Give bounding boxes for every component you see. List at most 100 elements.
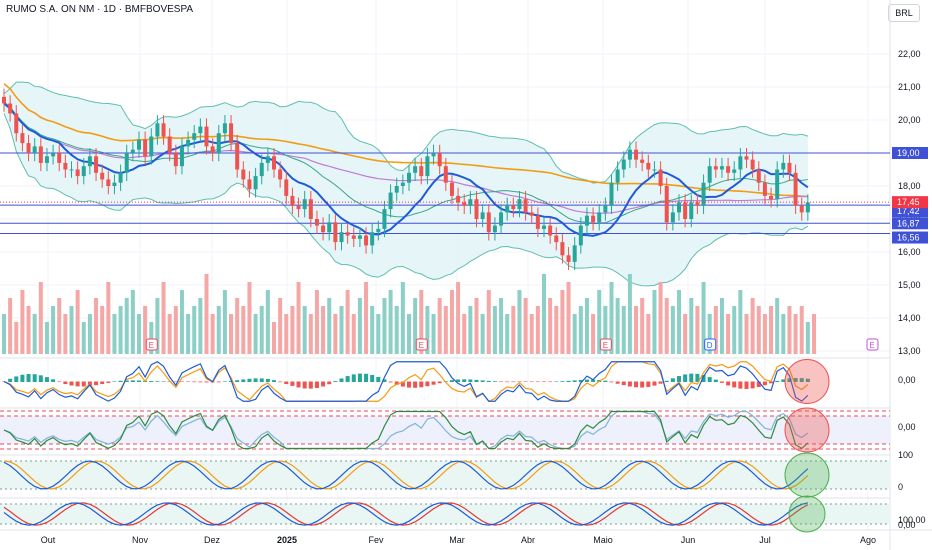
candle — [431, 153, 436, 157]
volume-bar — [394, 306, 399, 354]
volume-bar — [609, 282, 614, 354]
macd-histogram-bar — [456, 379, 461, 382]
macd-histogram-bar — [787, 378, 792, 382]
macd-histogram-bar — [370, 374, 375, 382]
indicator-main-line — [3, 361, 809, 402]
volume-bar — [38, 282, 43, 354]
macd-histogram-bar — [744, 381, 749, 389]
indicator-axis-label: 0,00 — [898, 520, 916, 530]
price-tick-label: 16,00 — [898, 247, 921, 257]
candle — [376, 228, 381, 233]
candle — [609, 182, 614, 206]
macd-histogram-bar — [805, 378, 810, 382]
macd-histogram-bar — [296, 381, 301, 388]
volume-bar — [719, 298, 724, 354]
macd-histogram-bar — [793, 378, 798, 382]
x-tick-label: Jun — [681, 535, 696, 545]
candle — [787, 162, 792, 173]
volume-bar — [186, 314, 191, 354]
macd-histogram-bar — [137, 380, 141, 382]
macd-histogram-bar — [44, 377, 49, 382]
volume-bar — [44, 322, 49, 354]
volume-bar — [339, 306, 344, 354]
last-price-badge — [892, 196, 928, 209]
price-tick-label: 15,00 — [898, 280, 921, 290]
macd-histogram-bar — [707, 377, 712, 382]
candle — [560, 242, 565, 256]
candle — [364, 235, 369, 246]
volume-bar — [204, 274, 209, 354]
macd-histogram-bar — [32, 374, 37, 382]
macd-histogram-bar — [701, 375, 706, 382]
candle — [805, 202, 810, 213]
candle — [621, 159, 626, 170]
volume-bar — [615, 298, 620, 354]
indicator-main-line — [3, 460, 809, 490]
volume-bar — [124, 298, 129, 354]
currency-button[interactable]: BRL — [888, 4, 920, 22]
macd-histogram-bar — [314, 381, 319, 388]
x-tick-label: Ago — [860, 535, 876, 545]
candle — [456, 195, 461, 203]
event-marker-label: E — [869, 341, 874, 350]
volume-bar — [210, 314, 215, 354]
macd-histogram-bar — [615, 381, 620, 384]
macd-histogram-bar — [437, 381, 442, 384]
candle — [781, 162, 786, 170]
candle — [308, 199, 313, 219]
candle — [222, 123, 227, 134]
volume-bar — [425, 306, 430, 354]
volume-bar — [584, 298, 589, 354]
candle — [646, 162, 651, 170]
macd-histogram-bar — [542, 381, 546, 383]
volume-bar — [149, 322, 154, 354]
volume-bar — [370, 306, 375, 354]
volume-bar — [775, 298, 780, 354]
price-tick-label: 13,00 — [898, 346, 921, 356]
volume-bar — [32, 314, 37, 354]
candle — [100, 172, 105, 180]
volume-bar — [701, 282, 706, 354]
candle — [314, 219, 319, 226]
macd-histogram-bar — [106, 381, 111, 383]
candle — [535, 215, 540, 229]
macd-histogram-bar — [419, 381, 424, 388]
candle — [670, 212, 675, 223]
volume-bar — [296, 282, 301, 354]
indicator-axis-label: 0,00 — [898, 422, 916, 432]
chart-title: RUMO S.A. ON NM · 1D · BMFBOVESPA — [6, 4, 194, 15]
candle — [449, 182, 454, 196]
indicator-main-line — [3, 502, 808, 526]
candle — [419, 166, 424, 177]
macd-histogram-bar — [732, 381, 737, 388]
candle — [118, 172, 123, 183]
macd-histogram-bar — [425, 381, 430, 387]
volume-bar — [812, 314, 816, 354]
volume-bar — [265, 290, 270, 354]
volume-bar — [419, 290, 424, 354]
macd-histogram-bar — [769, 381, 774, 384]
volume-bar — [468, 306, 473, 354]
candle — [413, 166, 418, 173]
candle — [707, 166, 712, 183]
level-price-label: 16,87 — [897, 218, 920, 228]
volume-bar — [63, 314, 68, 354]
candle — [259, 162, 264, 177]
volume-bar — [492, 306, 497, 354]
candle — [695, 202, 700, 206]
candle — [425, 156, 430, 177]
level-price-badge — [892, 147, 928, 159]
volume-bar — [756, 306, 761, 354]
x-tick-label: Fev — [368, 535, 384, 545]
volume-bar — [345, 290, 350, 354]
candle — [554, 235, 559, 243]
candle — [529, 212, 534, 216]
signal-circle — [784, 359, 830, 404]
volume-bar — [640, 298, 645, 354]
volume-bar — [548, 298, 553, 354]
event-marker-label: E — [603, 341, 608, 350]
candle — [130, 149, 135, 153]
candle — [137, 139, 141, 150]
macd-histogram-bar — [112, 381, 117, 382]
